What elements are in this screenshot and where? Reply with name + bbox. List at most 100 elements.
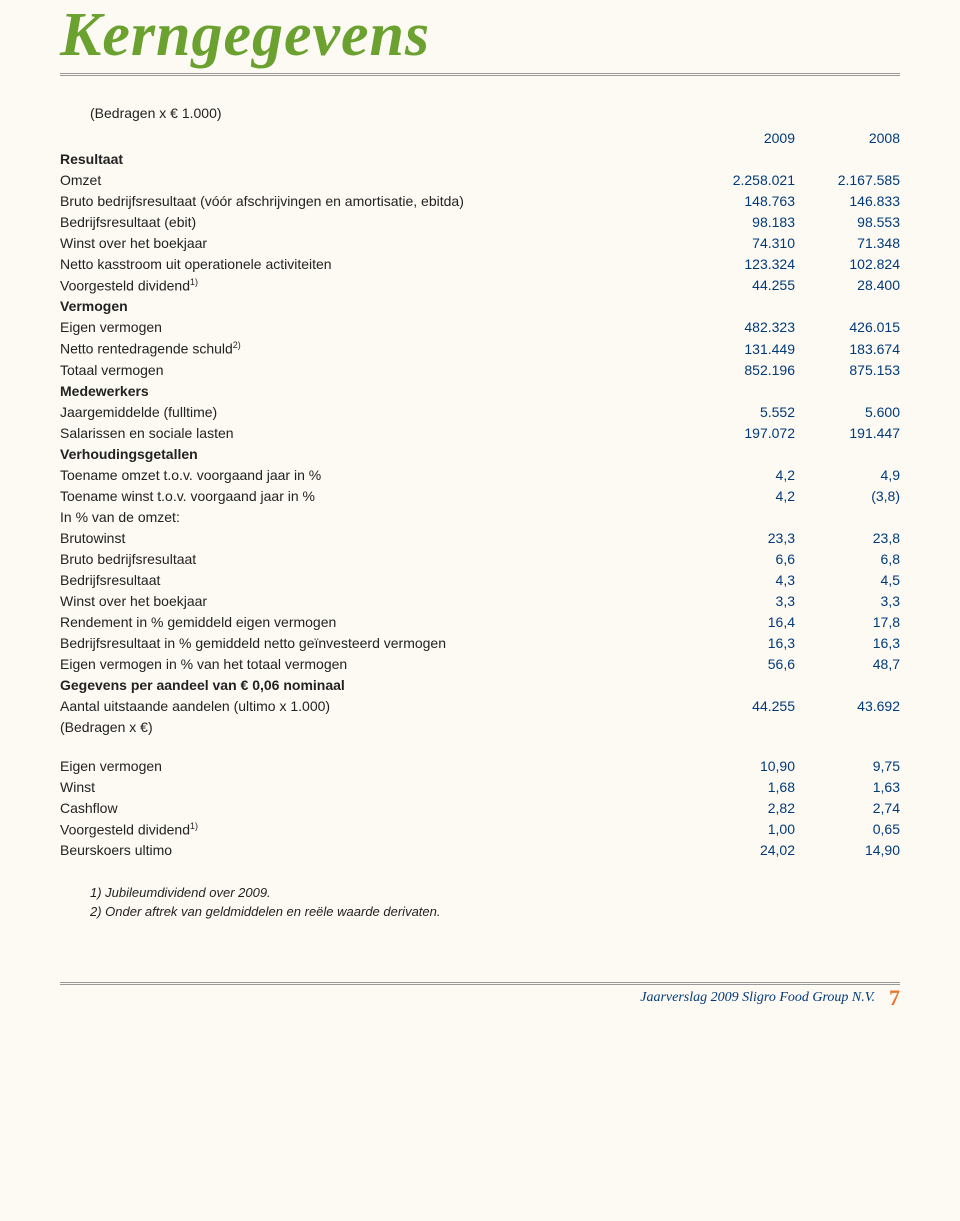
footnotes: 1) Jubileumdividend over 2009. 2) Onder …	[90, 883, 900, 922]
row-label: Voorgesteld dividend1)	[60, 274, 648, 296]
table-row: Netto kasstroom uit operationele activit…	[60, 253, 900, 274]
row-label: Eigen vermogen	[60, 755, 648, 776]
row-label: Beurskoers ultimo	[60, 840, 648, 861]
row-value: 2.258.021	[648, 169, 795, 190]
row-value: 183.674	[795, 338, 900, 360]
row-label: Eigen vermogen in % van het totaal vermo…	[60, 653, 648, 674]
row-value: 4,5	[795, 569, 900, 590]
row-value: 1,00	[648, 818, 795, 840]
table-row: Eigen vermogen in % van het totaal vermo…	[60, 653, 900, 674]
row-value: 3,3	[648, 590, 795, 611]
row-value: 14,90	[795, 840, 900, 861]
row-label: Bruto bedrijfsresultaat (vóór afschrijvi…	[60, 190, 648, 211]
section-head-peraandeel: Gegevens per aandeel van € 0,06 nominaal	[60, 674, 648, 695]
row-value: 48,7	[795, 653, 900, 674]
row-value: 426.015	[795, 317, 900, 338]
table-row: Bedrijfsresultaat in % gemiddeld netto g…	[60, 632, 900, 653]
title-rule	[60, 73, 900, 77]
superscript: 1)	[190, 821, 198, 831]
row-value: 482.323	[648, 317, 795, 338]
footer-text: Jaarverslag 2009 Sligro Food Group N.V.	[640, 990, 875, 1006]
table-row: Totaal vermogen852.196875.153	[60, 359, 900, 380]
document-page: Kerngegevens (Bedragen x € 1.000) 2009 2…	[0, 0, 960, 1052]
row-value: 44.255	[648, 274, 795, 296]
row-label: Netto kasstroom uit operationele activit…	[60, 253, 648, 274]
key-figures-table: 2009 2008 Resultaat Omzet2.258.0212.167.…	[60, 127, 900, 861]
row-label: Bedrijfsresultaat (ebit)	[60, 211, 648, 232]
row-label: Brutowinst	[60, 527, 648, 548]
row-value: 9,75	[795, 755, 900, 776]
row-value: 1,63	[795, 776, 900, 797]
footnote-2: 2) Onder aftrek van geldmiddelen en reël…	[90, 902, 900, 922]
year-2008: 2008	[795, 127, 900, 148]
row-value: 2,82	[648, 797, 795, 818]
row-value: 4,2	[648, 464, 795, 485]
row-value: 191.447	[795, 422, 900, 443]
row-value: 44.255	[648, 695, 795, 716]
table-row: Winst1,681,63	[60, 776, 900, 797]
section-head-bedragen-eur: (Bedragen x €)	[60, 716, 648, 737]
row-label: Toename winst t.o.v. voorgaand jaar in %	[60, 485, 648, 506]
row-label: Eigen vermogen	[60, 317, 648, 338]
row-value: 4,9	[795, 464, 900, 485]
row-value: 23,3	[648, 527, 795, 548]
row-label: Totaal vermogen	[60, 359, 648, 380]
row-value: 0,65	[795, 818, 900, 840]
row-label: Bruto bedrijfsresultaat	[60, 548, 648, 569]
row-value: 4,2	[648, 485, 795, 506]
table-row: Winst over het boekjaar3,33,3	[60, 590, 900, 611]
table-row: Rendement in % gemiddeld eigen vermogen1…	[60, 611, 900, 632]
row-value: 852.196	[648, 359, 795, 380]
table-row: Winst over het boekjaar74.31071.348	[60, 232, 900, 253]
row-value: 16,4	[648, 611, 795, 632]
page-footer: Jaarverslag 2009 Sligro Food Group N.V. …	[60, 982, 900, 1012]
subtitle: (Bedragen x € 1.000)	[90, 105, 900, 121]
table-row: Bruto bedrijfsresultaat6,66,8	[60, 548, 900, 569]
row-label: Cashflow	[60, 797, 648, 818]
section-head-vermogen: Vermogen	[60, 296, 648, 317]
row-value: 71.348	[795, 232, 900, 253]
table-row: Cashflow2,822,74	[60, 797, 900, 818]
row-value: 3,3	[795, 590, 900, 611]
row-value: 1,68	[648, 776, 795, 797]
row-label: Aantal uitstaande aandelen (ultimo x 1.0…	[60, 695, 648, 716]
row-value: 43.692	[795, 695, 900, 716]
row-label: Netto rentedragende schuld2)	[60, 338, 648, 360]
table-row: Voorgesteld dividend1)44.25528.400	[60, 274, 900, 296]
row-label: Jaargemiddelde (fulltime)	[60, 401, 648, 422]
row-value: 123.324	[648, 253, 795, 274]
row-value	[795, 506, 900, 527]
row-value: 16,3	[648, 632, 795, 653]
row-value: 2,74	[795, 797, 900, 818]
footnote-1: 1) Jubileumdividend over 2009.	[90, 883, 900, 903]
row-label: Bedrijfsresultaat	[60, 569, 648, 590]
row-label: Winst	[60, 776, 648, 797]
row-value: 197.072	[648, 422, 795, 443]
section-head-medewerkers: Medewerkers	[60, 380, 648, 401]
section-head-resultaat: Resultaat	[60, 148, 648, 169]
row-label: Bedrijfsresultaat in % gemiddeld netto g…	[60, 632, 648, 653]
table-row: Eigen vermogen482.323426.015	[60, 317, 900, 338]
row-label: Voorgesteld dividend1)	[60, 818, 648, 840]
row-value: (3,8)	[795, 485, 900, 506]
table-row: Omzet2.258.0212.167.585	[60, 169, 900, 190]
row-value: 102.824	[795, 253, 900, 274]
row-value: 16,3	[795, 632, 900, 653]
table-row: Bedrijfsresultaat (ebit)98.18398.553	[60, 211, 900, 232]
table-row: Toename winst t.o.v. voorgaand jaar in %…	[60, 485, 900, 506]
row-value: 6,6	[648, 548, 795, 569]
row-value: 74.310	[648, 232, 795, 253]
table-row: Bedrijfsresultaat4,34,5	[60, 569, 900, 590]
superscript: 1)	[190, 277, 198, 287]
row-label: Winst over het boekjaar	[60, 232, 648, 253]
row-value: 2.167.585	[795, 169, 900, 190]
superscript: 2)	[233, 340, 241, 350]
table-row: Jaargemiddelde (fulltime)5.5525.600	[60, 401, 900, 422]
table-row: Eigen vermogen10,909,75	[60, 755, 900, 776]
row-value: 17,8	[795, 611, 900, 632]
section-head-verhoudingen: Verhoudingsgetallen	[60, 443, 648, 464]
row-value: 146.833	[795, 190, 900, 211]
table-header-row: 2009 2008	[60, 127, 900, 148]
table-row: Beurskoers ultimo24,0214,90	[60, 840, 900, 861]
row-value: 56,6	[648, 653, 795, 674]
